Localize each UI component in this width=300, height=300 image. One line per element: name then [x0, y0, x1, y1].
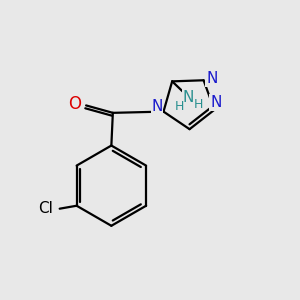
Text: N: N [210, 95, 221, 110]
Text: O: O [68, 95, 81, 113]
Text: N: N [151, 99, 163, 114]
Text: N: N [206, 71, 218, 86]
Text: N: N [183, 90, 194, 105]
Text: Cl: Cl [38, 201, 53, 216]
Text: H: H [175, 100, 184, 112]
Text: H: H [194, 98, 204, 111]
